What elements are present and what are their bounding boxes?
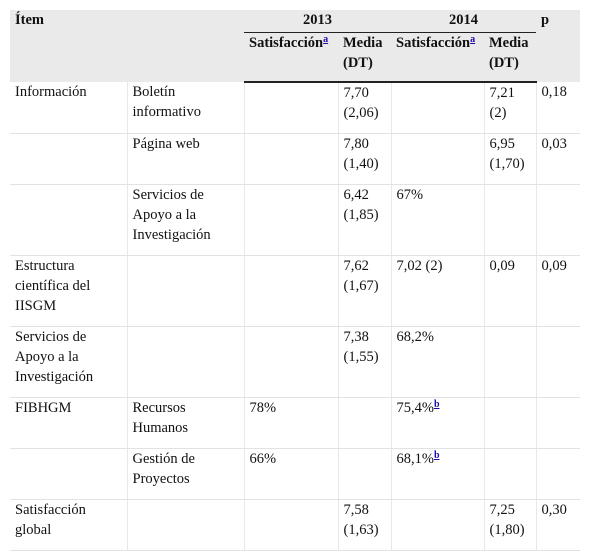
cell-mean-2013: 7,70 (2,06) — [338, 82, 392, 134]
cell-item — [10, 184, 128, 256]
cell-satisfaction-2014: 7,02 (2) — [391, 255, 485, 327]
cell-p-value: 0,09 — [536, 255, 580, 327]
table-row: Página web 7,80 (1,40) 6,95 (1,70) 0,03 — [10, 133, 580, 185]
cell-p-value — [536, 184, 580, 256]
table-row: Información Boletín informativo 7,70 (2,06… — [10, 82, 580, 134]
cell-item — [10, 133, 128, 185]
cell-satisfaction-2014: 75,4%b — [391, 397, 485, 449]
cell-satisfaction-2014 — [391, 82, 485, 134]
table-row: Gestión de Proyectos 66% 68,1%b — [10, 448, 580, 500]
cell-mean-2014 — [484, 397, 537, 449]
cell-mean-2013: 7,38 (1,55) — [338, 326, 392, 398]
cell-p-value — [536, 326, 580, 398]
footnote-b-link[interactable]: b — [433, 398, 440, 410]
cell-mean-2014 — [484, 448, 537, 500]
header-satisfaction-2013: Satisfaccióna — [244, 32, 338, 83]
cell-mean-2014: 7,25 (1,80) — [484, 499, 537, 551]
cell-subitem — [127, 326, 245, 398]
cell-satisfaction-2013 — [244, 82, 339, 134]
table-row: Servicios de Apoyo a la Investigación 7,3… — [10, 326, 580, 398]
cell-satisfaction-2013 — [244, 255, 339, 327]
header-mean-2014: Media (DT) — [484, 32, 536, 83]
footnote-a-link[interactable]: a — [470, 34, 476, 45]
cell-subitem: Boletín informativo — [127, 82, 245, 134]
cell-mean-2013 — [338, 397, 392, 449]
cell-item: Satisfacción global — [10, 499, 128, 551]
header-satisfaction-2014: Satisfaccióna — [391, 32, 484, 83]
header-year-2013: 2013 — [244, 10, 391, 33]
cell-satisfaction-2013 — [244, 184, 339, 256]
table-body: Información Boletín informativo 7,70 (2,06… — [10, 82, 580, 551]
cell-subitem: Recursos Humanos — [127, 397, 245, 449]
table-row: Estructura científica del IISGM 7,62 (1,6… — [10, 255, 580, 327]
cell-item: Información — [10, 82, 128, 134]
cell-mean-2013: 6,42 (1,85) — [338, 184, 392, 256]
table-header: Ítem 2013 2014 p Satisfaccióna Media (DT… — [10, 10, 580, 83]
cell-satisfaction-2014: 68,1%b — [391, 448, 485, 500]
footnote-a-link[interactable]: a — [323, 34, 329, 45]
cell-item: FIBHGM — [10, 397, 128, 449]
cell-subitem: Gestión de Proyectos — [127, 448, 245, 500]
header-subitem — [127, 10, 244, 82]
cell-satisfaction-2013 — [244, 326, 339, 398]
table-row: Satisfacción global 7,58 (1,63) 7,25 (1,80… — [10, 499, 580, 551]
cell-subitem — [127, 499, 245, 551]
cell-subitem: Servicios de Apoyo a la Investigación — [127, 184, 245, 256]
cell-satisfaction-2014: 68,2% — [391, 326, 485, 398]
header-year-2014: 2014 — [391, 10, 536, 33]
header-item: Ítem — [10, 10, 127, 82]
cell-subitem — [127, 255, 245, 327]
cell-satisfaction-2014 — [391, 499, 485, 551]
cell-mean-2013: 7,80 (1,40) — [338, 133, 392, 185]
cell-satisfaction-2013 — [244, 499, 339, 551]
table-row: FIBHGM Recursos Humanos 78% 75,4%b — [10, 397, 580, 449]
cell-mean-2014: 6,95 (1,70) — [484, 133, 537, 185]
cell-item: Servicios de Apoyo a la Investigación — [10, 326, 128, 398]
cell-mean-2014: 7,21 (2) — [484, 82, 537, 134]
cell-mean-2013 — [338, 448, 392, 500]
results-table: Ítem 2013 2014 p Satisfaccióna Media (DT… — [10, 10, 580, 551]
header-p: p — [536, 10, 580, 82]
cell-satisfaction-2013: 66% — [244, 448, 339, 500]
cell-item — [10, 448, 128, 500]
footnote-b-link[interactable]: b — [433, 449, 440, 461]
cell-p-value: 0,03 — [536, 133, 580, 185]
cell-p-value: 0,30 — [536, 499, 580, 551]
cell-satisfaction-2013 — [244, 133, 339, 185]
cell-satisfaction-2013: 78% — [244, 397, 339, 449]
cell-satisfaction-2014: 67% — [391, 184, 485, 256]
cell-satisfaction-2014 — [391, 133, 485, 185]
cell-mean-2014 — [484, 184, 537, 256]
cell-p-value: 0,18 — [536, 82, 580, 134]
cell-mean-2013: 7,62 (1,67) — [338, 255, 392, 327]
cell-item: Estructura científica del IISGM — [10, 255, 128, 327]
cell-mean-2014 — [484, 326, 537, 398]
table-row: Servicios de Apoyo a la Investigación 6,4… — [10, 184, 580, 256]
cell-p-value — [536, 448, 580, 500]
cell-subitem: Página web — [127, 133, 245, 185]
cell-mean-2013: 7,58 (1,63) — [338, 499, 392, 551]
cell-mean-2014: 0,09 — [484, 255, 537, 327]
cell-p-value — [536, 397, 580, 449]
header-mean-2013: Media (DT) — [338, 32, 391, 83]
